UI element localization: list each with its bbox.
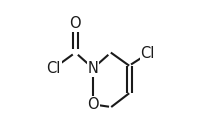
Text: O: O <box>69 16 81 31</box>
Text: O: O <box>87 97 99 112</box>
Text: N: N <box>88 61 99 76</box>
Text: Cl: Cl <box>140 46 155 61</box>
Text: Cl: Cl <box>47 61 61 76</box>
